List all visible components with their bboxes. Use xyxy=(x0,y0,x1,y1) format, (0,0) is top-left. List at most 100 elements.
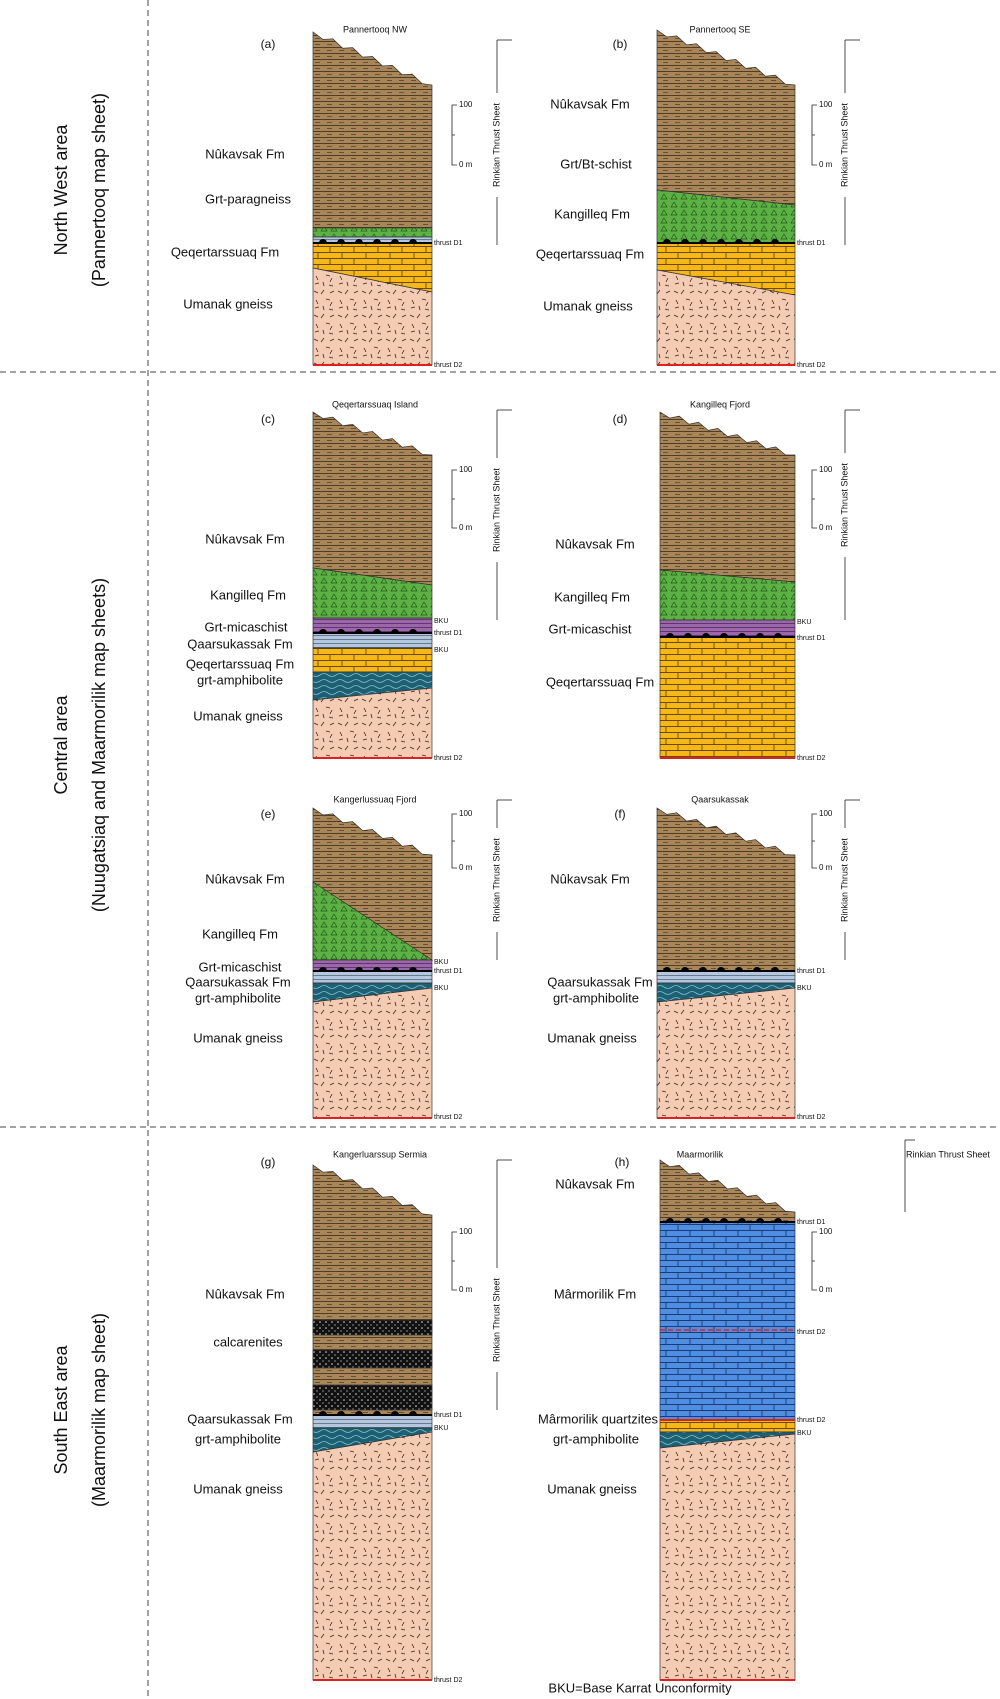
layer xyxy=(313,971,432,983)
column-letter: (c) xyxy=(261,412,275,426)
unit-label: Grt-paragneiss xyxy=(205,191,291,206)
contact-note: thrust D1 xyxy=(797,1219,826,1226)
scale-label: 100 xyxy=(459,465,473,474)
scale-label: 0 m xyxy=(819,160,833,169)
unit-label: Umanak gneiss xyxy=(193,1030,283,1045)
layer xyxy=(313,648,432,672)
column-letter: (f) xyxy=(614,807,625,821)
unit-label: Qaarsukassak Fm xyxy=(187,636,292,651)
contact-note: thrust D2 xyxy=(797,755,826,762)
scale-label: 0 m xyxy=(459,863,473,872)
column-title: Qeqertarssuaq Island xyxy=(332,399,418,409)
sheet-label: Rinkian Thrust Sheet xyxy=(906,1149,990,1159)
layer xyxy=(660,412,795,582)
column-letter: (e) xyxy=(261,807,276,821)
layer xyxy=(313,988,432,1118)
unit-label: Qeqertarssuaq Fm xyxy=(171,244,279,259)
contact-note: thrust D1 xyxy=(797,240,826,247)
layer xyxy=(660,637,795,758)
scale-label: 100 xyxy=(819,1227,833,1236)
unit-label: Nûkavsak Fm xyxy=(205,871,284,886)
unit-label: grt-amphibolite xyxy=(197,672,283,687)
layer xyxy=(313,1350,432,1368)
layer xyxy=(313,1385,432,1410)
unit-label: Nûkavsak Fm xyxy=(555,536,634,551)
scale-label: 0 m xyxy=(459,160,473,169)
layer xyxy=(313,1165,432,1415)
scale-bar xyxy=(812,814,817,868)
column-title: Pannertooq SE xyxy=(689,24,750,34)
contact-note: thrust D1 xyxy=(797,635,826,642)
unit-label: Kangilleq Fm xyxy=(554,206,630,221)
layer xyxy=(313,412,432,585)
layer xyxy=(313,32,432,228)
scale-bar xyxy=(812,470,817,528)
unit-label: Nûkavsak Fm xyxy=(205,146,284,161)
contact-note: BKU xyxy=(434,985,448,992)
contact-note: BKU xyxy=(797,619,811,626)
scale-bar xyxy=(812,105,817,165)
layer xyxy=(660,1420,795,1432)
sheet-label: Rinkian Thrust Sheet xyxy=(839,463,849,547)
scale-label: 0 m xyxy=(819,1285,833,1294)
layer xyxy=(313,1415,432,1428)
scale-bar xyxy=(812,1232,817,1290)
contact-note: BKU xyxy=(797,1430,811,1437)
layer xyxy=(657,808,795,971)
sheet-label: Rinkian Thrust Sheet xyxy=(839,103,849,187)
unit-label: Umanak gneiss xyxy=(183,296,273,311)
column-letter: (a) xyxy=(261,37,276,51)
column-title: Qaarsukassak xyxy=(691,794,749,804)
unit-label: Umanak gneiss xyxy=(547,1030,637,1045)
column-title: Pannertooq NW xyxy=(343,24,408,34)
contact-note: BKU xyxy=(797,985,811,992)
contact-note: thrust D2 xyxy=(797,1329,826,1336)
layer xyxy=(660,620,795,637)
unit-label: grt-amphibolite xyxy=(195,1431,281,1446)
contact-note: thrust D1 xyxy=(797,968,826,975)
layer xyxy=(313,228,432,237)
contact-note: BKU xyxy=(434,618,448,625)
unit-label: Kangilleq Fm xyxy=(210,587,286,602)
scale-label: 0 m xyxy=(459,1285,473,1294)
unit-label: Qeqertarssuaq Fm xyxy=(546,674,654,689)
unit-label: Nûkavsak Fm xyxy=(555,1176,634,1191)
figure: BKU=Base Karrat Unconformity North West … xyxy=(0,0,1000,1699)
footnote: BKU=Base Karrat Unconformity xyxy=(548,1680,732,1695)
layer xyxy=(313,1320,432,1335)
column-title: Kangerlussuaq Fjord xyxy=(333,794,416,804)
scale-label: 100 xyxy=(819,809,833,818)
sheet-label: Rinkian Thrust Sheet xyxy=(839,838,849,922)
unit-label: Qaarsukassak Fm xyxy=(187,1411,292,1426)
scale-label: 100 xyxy=(459,1227,473,1236)
contact-note: thrust D2 xyxy=(797,1114,826,1121)
unit-label: Nûkavsak Fm xyxy=(205,531,284,546)
unit-label: Umanak gneiss xyxy=(193,708,283,723)
contact-note: thrust D2 xyxy=(434,755,463,762)
unit-label: grt-amphibolite xyxy=(195,990,281,1005)
region-title: North West area xyxy=(51,124,71,256)
scale-bar xyxy=(452,105,457,165)
layer xyxy=(660,1160,795,1222)
contact-note: thrust D2 xyxy=(434,1677,463,1684)
contact-note: thrust D2 xyxy=(797,1417,826,1424)
unit-label: Mârmorilik quartzites xyxy=(538,1411,658,1426)
unit-label: Grt-micaschist xyxy=(198,959,281,974)
column-letter: (g) xyxy=(261,1155,276,1169)
layer xyxy=(657,988,795,1118)
layer xyxy=(657,30,795,205)
unit-label: Grt/Bt-schist xyxy=(560,156,632,171)
sheet-label: Rinkian Thrust Sheet xyxy=(491,468,501,552)
column-letter: (d) xyxy=(613,412,628,426)
unit-label: calcarenites xyxy=(213,1334,283,1349)
region-subtitle: (Nuugatsiaq and Maarmorilik map sheets) xyxy=(89,578,109,912)
unit-label: Umanak gneiss xyxy=(547,1481,637,1496)
contact-note: thrust D1 xyxy=(434,1412,463,1419)
sheet-label: Rinkian Thrust Sheet xyxy=(491,103,501,187)
contact-note: thrust D2 xyxy=(797,362,826,369)
sheet-label: Rinkian Thrust Sheet xyxy=(491,838,501,922)
column-letter: (b) xyxy=(613,37,628,51)
unit-label: Nûkavsak Fm xyxy=(205,1286,284,1301)
contact-note: thrust D1 xyxy=(434,968,463,975)
unit-label: Qaarsukassak Fm xyxy=(185,974,290,989)
